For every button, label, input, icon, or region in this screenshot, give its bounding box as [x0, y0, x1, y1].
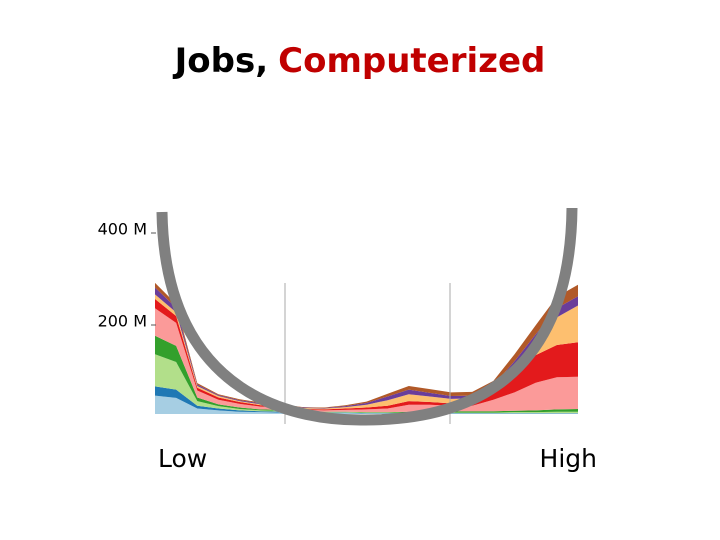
- u-curve: [156, 207, 578, 426]
- y-tick-label: 200 M: [98, 312, 147, 331]
- title: Jobs, Computerized: [173, 41, 546, 81]
- area: [155, 395, 578, 414]
- plot: [155, 282, 578, 414]
- x-label-low: Low: [158, 444, 207, 473]
- area: [155, 308, 578, 413]
- title-text: Jobs,: [173, 41, 269, 81]
- x-label-high: High: [540, 444, 597, 473]
- title-highlight: Computerized: [278, 41, 545, 81]
- y-tick-label: 400 M: [98, 220, 147, 239]
